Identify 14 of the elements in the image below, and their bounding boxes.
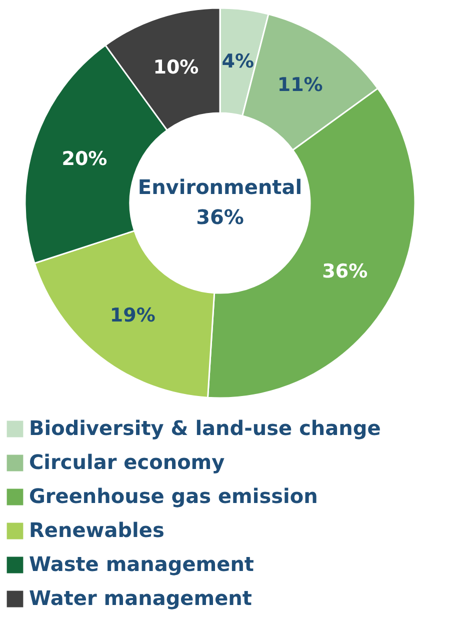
legend-label: Biodiversity & land-use change (29, 416, 381, 440)
data-label: 19% (110, 304, 156, 327)
data-label: 10% (153, 56, 199, 78)
data-label: 11% (277, 74, 323, 96)
legend-label: Circular economy (29, 450, 225, 474)
legend-label: Waste management (29, 552, 254, 576)
data-label: 4% (222, 50, 254, 73)
text: 36% (196, 205, 244, 229)
legend-label: Greenhouse gas emission (29, 484, 318, 508)
text: Environmental (138, 175, 302, 199)
data-label: 20% (62, 148, 108, 170)
legend-label: Renewables (29, 518, 164, 542)
legend-label: Water management (29, 586, 252, 610)
data-label: 36% (322, 260, 368, 283)
